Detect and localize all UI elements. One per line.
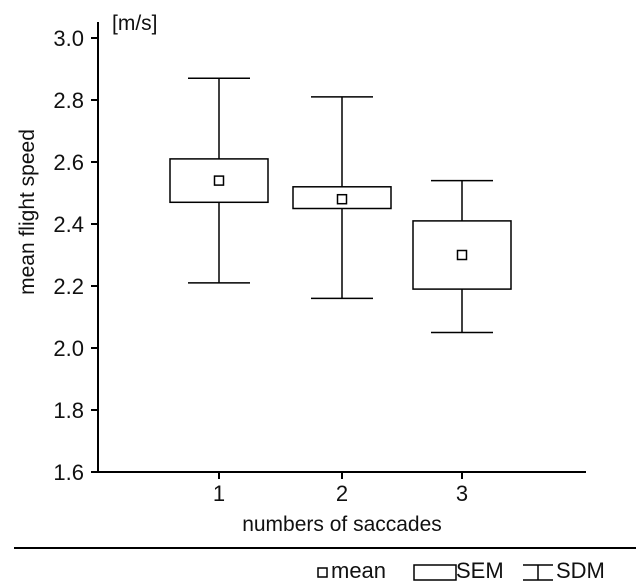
legend-sdm-whisker (523, 564, 553, 581)
y-tick-label: 1.6 (53, 460, 84, 485)
y-tick-label: 2.2 (53, 274, 84, 299)
unit-label: [m/s] (112, 12, 158, 35)
box-series (169, 77, 512, 334)
legend-mean-marker (317, 567, 328, 578)
y-tick-label: 3.0 (53, 26, 84, 51)
x-tick-label: 1 (213, 481, 225, 506)
mean-marker (336, 193, 348, 205)
y-tick-label: 2.0 (53, 336, 84, 361)
x-tick-label: 3 (456, 481, 468, 506)
mean-marker (213, 175, 225, 186)
y-tick-label: 2.6 (53, 150, 84, 175)
box-group-1 (169, 77, 269, 284)
legend-mean-label: mean (331, 558, 386, 583)
y-tick-label: 2.8 (53, 88, 84, 113)
box-group-3 (412, 179, 512, 334)
y-tick-label: 1.8 (53, 398, 84, 423)
x-axis-title: numbers of saccades (242, 513, 442, 536)
x-tick-label: 2 (336, 481, 348, 506)
box-group-2 (292, 96, 392, 300)
y-axis-title: mean flight speed (16, 129, 39, 295)
y-ticks: 1.6 1.8 2.0 2.2 2.4 2.6 2.8 3.0 (53, 26, 98, 485)
legend: mean SEM SDM (317, 558, 605, 583)
legend-sdm-label: SDM (556, 558, 605, 583)
legend-sem-label: SEM (456, 558, 504, 583)
y-tick-label: 2.4 (53, 212, 84, 237)
legend-sem-box (413, 564, 457, 581)
mean-marker (456, 249, 468, 261)
x-ticks: 1 2 3 (213, 472, 468, 506)
